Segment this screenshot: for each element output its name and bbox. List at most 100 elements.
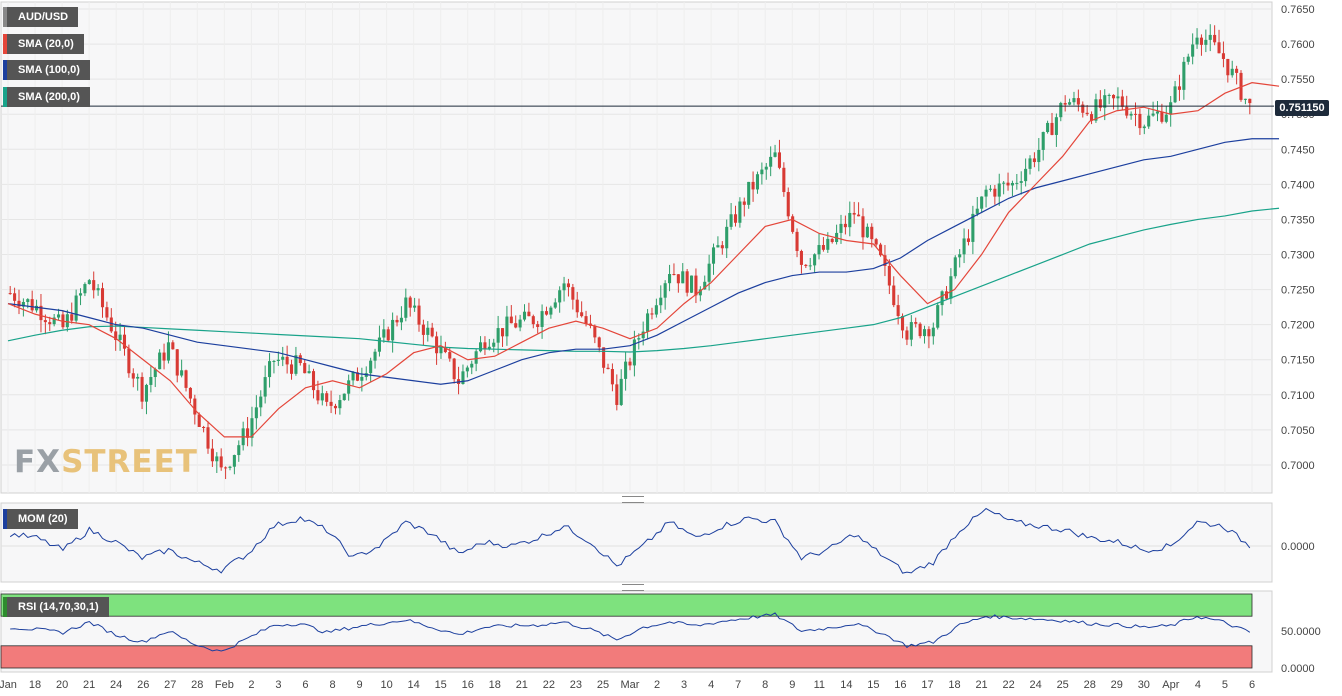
- candle-body: [171, 342, 175, 350]
- candle-body: [769, 156, 773, 167]
- candle-body: [931, 327, 935, 337]
- candle-body: [927, 329, 931, 337]
- candle-body: [500, 328, 505, 337]
- sma200-legend: SMA (200,0): [3, 87, 90, 107]
- x-tick-label: 7: [735, 679, 741, 691]
- candle-body: [1221, 53, 1225, 59]
- candle-body: [690, 275, 694, 293]
- fxstreet-logo: FXSTREET: [14, 444, 198, 480]
- candle-body: [593, 325, 597, 338]
- candle-body: [988, 188, 992, 190]
- candle-body: [791, 216, 795, 232]
- candle-body: [131, 373, 135, 379]
- candle-body: [874, 239, 878, 245]
- candle-body: [1041, 132, 1045, 150]
- candle-body: [861, 216, 865, 238]
- candle-body: [1155, 111, 1160, 114]
- candle-body: [848, 212, 852, 228]
- candle-body: [408, 297, 412, 308]
- last-price-badge: 0.751150: [1275, 100, 1329, 116]
- candle-body: [949, 276, 953, 299]
- candle-body: [325, 393, 329, 402]
- x-tick-label: 21: [83, 679, 95, 691]
- candle-body: [1111, 94, 1116, 99]
- candle-body: [905, 330, 909, 340]
- y-tick-label: 0.7200: [1281, 320, 1315, 332]
- candle-body: [202, 426, 206, 428]
- y-tick-label: 0.7250: [1281, 285, 1315, 297]
- candle-body: [1019, 181, 1023, 183]
- candle-body: [483, 342, 487, 350]
- candle-body: [26, 299, 30, 302]
- x-tick-label: 21: [516, 679, 528, 691]
- candle-body: [496, 328, 500, 343]
- x-tick-label: 16: [462, 679, 474, 691]
- candle-body: [1177, 86, 1182, 90]
- x-tick-label: Apr: [1162, 679, 1179, 691]
- candle-body: [711, 247, 716, 264]
- x-tick-label: 23: [570, 679, 582, 691]
- candle-body: [1164, 114, 1168, 122]
- candle-body: [544, 311, 549, 315]
- candle-body: [1116, 96, 1120, 99]
- candle-body: [246, 428, 250, 438]
- candle-body: [694, 275, 698, 296]
- x-tick-label: 22: [1002, 679, 1014, 691]
- candle-body: [650, 313, 654, 315]
- candle-body: [78, 293, 83, 296]
- candle-body: [1006, 182, 1010, 186]
- candle-body: [399, 317, 403, 323]
- candle-body: [1059, 102, 1063, 118]
- candle-body: [430, 327, 434, 337]
- candle-body: [175, 349, 179, 376]
- candle-body: [404, 297, 408, 318]
- candle-body: [729, 214, 733, 227]
- x-tick-label: 22: [543, 679, 555, 691]
- candle-body: [821, 245, 825, 250]
- candle-body: [654, 305, 658, 315]
- candle-body: [1046, 122, 1050, 133]
- rsi-y-tick: 50.0000: [1281, 626, 1321, 638]
- candle-body: [254, 407, 258, 419]
- candle-body: [1098, 99, 1102, 108]
- candle-body: [646, 313, 650, 332]
- candle-body: [808, 265, 812, 267]
- candle-body: [580, 312, 584, 317]
- x-tick-label: Feb: [215, 679, 234, 691]
- sma200-line: [7, 207, 1280, 353]
- x-tick-label: 21: [975, 679, 987, 691]
- rsi-oversold-zone: [0, 645, 1253, 669]
- candle-body: [725, 226, 729, 249]
- candle-body: [74, 295, 78, 321]
- y-tick-label: 0.7100: [1281, 390, 1315, 402]
- candle-body: [747, 181, 751, 205]
- candle-body: [369, 360, 373, 374]
- panel-resize-handle-2[interactable]: [622, 584, 644, 591]
- candle-body: [922, 329, 927, 337]
- x-tick-label: 29: [1111, 679, 1123, 691]
- candle-body: [285, 356, 289, 365]
- candle-body: [786, 192, 790, 217]
- candle-body: [144, 384, 149, 402]
- candle-body: [760, 169, 764, 175]
- candle-body: [1085, 112, 1089, 115]
- x-tick-label: 25: [1057, 679, 1069, 691]
- candle-body: [421, 324, 425, 335]
- candle-body: [553, 302, 557, 308]
- candle-body: [984, 189, 988, 197]
- y-tick-label: 0.7600: [1281, 39, 1315, 51]
- x-tick-label: 27: [164, 679, 176, 691]
- panel-resize-handle-1[interactable]: [622, 496, 644, 503]
- candle-body: [799, 250, 803, 265]
- candle-body: [206, 427, 210, 449]
- candle-body: [162, 352, 166, 361]
- candle-body: [944, 291, 949, 299]
- x-tick-label: 30: [1138, 679, 1150, 691]
- candle-body: [289, 364, 294, 374]
- candle-body: [1076, 98, 1080, 105]
- rsi-label: RSI (14,70,30,1): [3, 597, 109, 617]
- rsi-line: [10, 612, 1251, 652]
- candle-body: [8, 293, 12, 295]
- candle-body: [1002, 182, 1006, 184]
